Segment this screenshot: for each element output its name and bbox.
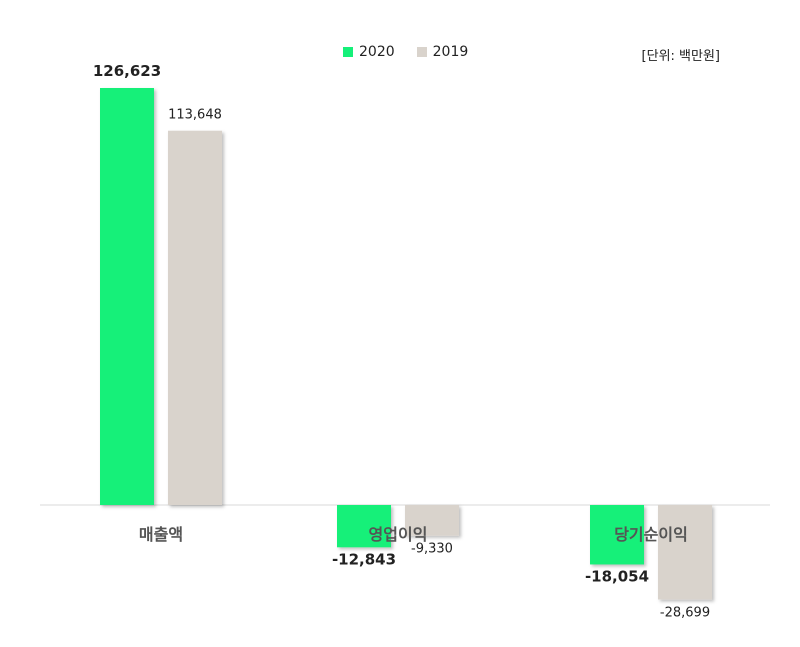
category-label-2: 당기순이익 xyxy=(614,525,688,544)
legend-swatch-2019 xyxy=(416,47,427,57)
value-label-2020-1: -12,843 xyxy=(332,550,396,568)
bar-2020-0 xyxy=(100,88,154,505)
bar-2019-0 xyxy=(168,130,222,505)
bar-2019-1 xyxy=(405,505,459,536)
value-label-2020-2: -18,054 xyxy=(585,567,649,585)
value-label-2019-1: -9,330 xyxy=(411,542,453,557)
legend-item-2019: 2019 xyxy=(416,44,469,60)
legend-label-2019: 2019 xyxy=(432,44,469,60)
unit-label: [단위: 백만원] xyxy=(641,49,720,64)
legend-item-2020: 2020 xyxy=(343,44,395,60)
legend-label-2020: 2020 xyxy=(359,44,395,60)
legend-swatch-2020 xyxy=(343,47,353,57)
value-label-2019-2: -28,699 xyxy=(660,606,710,621)
value-label-2020-0: 126,623 xyxy=(93,62,161,80)
category-label-0: 매출액 xyxy=(139,525,183,544)
bar-2020-2 xyxy=(590,505,644,565)
bar-2019-2 xyxy=(658,505,712,600)
bar-2020-1 xyxy=(337,505,391,548)
category-label-1: 영업이익 xyxy=(369,525,428,544)
value-label-2019-0: 113,648 xyxy=(168,108,222,123)
legend: 2020 2019 xyxy=(343,44,490,60)
